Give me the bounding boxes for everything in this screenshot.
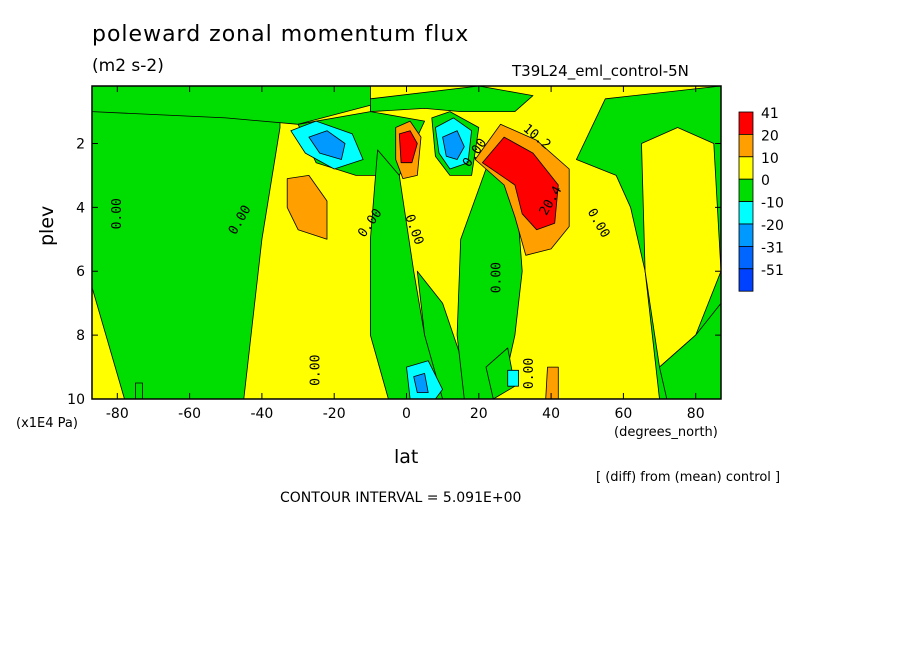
x-tick-label: 20 — [470, 406, 488, 422]
contour-region-10 — [641, 127, 721, 368]
legend-label: -20 — [761, 218, 784, 234]
x-tick-label: -20 — [323, 406, 346, 422]
contour-region-8 — [369, 86, 534, 112]
y-axis-units: (x1E4 Pa) — [16, 416, 78, 431]
y-tick-label: 10 — [67, 392, 85, 408]
legend-label: 41 — [761, 106, 779, 122]
contour-fill-regions — [92, 86, 721, 399]
contour-label-7: 0.00 — [522, 358, 537, 389]
legend-label: -10 — [761, 196, 784, 212]
contour-region-16 — [398, 130, 418, 164]
legend-swatch — [738, 223, 754, 247]
contour-region-20 — [481, 136, 559, 231]
contour-region-12 — [286, 174, 328, 240]
legend-swatch — [738, 133, 754, 158]
y-tick-label: 4 — [76, 200, 85, 216]
contour-region-24 — [545, 366, 559, 399]
y-axis-label: plev — [36, 205, 58, 246]
contour-label-2: 0.00 — [309, 355, 324, 386]
x-tick-label: 60 — [614, 406, 632, 422]
x-axis-ticks: -80 -60 -40 -20 0 20 40 60 80 — [106, 86, 705, 422]
x-tick-label: 40 — [542, 406, 560, 422]
contour-region-18 — [442, 130, 465, 160]
y-tick-label: 8 — [76, 328, 85, 344]
x-tick-label: 80 — [687, 406, 705, 422]
x-axis-label: lat — [394, 446, 419, 468]
legend-label: 0 — [761, 173, 770, 189]
contour-interval: CONTOUR INTERVAL = 5.091E+00 — [280, 490, 522, 506]
y-tick-label: 2 — [76, 136, 85, 152]
x-axis-units: (degrees_north) — [614, 425, 718, 440]
legend-swatch — [738, 245, 754, 270]
legend-label: -51 — [761, 263, 784, 279]
contour-region-25 — [134, 382, 144, 399]
contour-region-4 — [416, 270, 473, 399]
legend-label: 20 — [761, 128, 779, 144]
x-tick-label: -60 — [178, 406, 201, 422]
legend-swatch — [738, 111, 754, 135]
x-tick-label: 0 — [402, 406, 411, 422]
x-tick-label: -80 — [106, 406, 129, 422]
contour-label-0: 0.00 — [110, 198, 125, 229]
contour-region-22 — [413, 372, 429, 394]
y-tick-label: 6 — [76, 264, 85, 280]
chart-units: (m2 s-2) — [92, 56, 164, 76]
contour-region-23 — [507, 369, 519, 387]
legend-label: 10 — [761, 151, 779, 167]
legend-label: -31 — [761, 240, 784, 256]
contour-region-11 — [659, 302, 721, 399]
legend-swatch — [738, 178, 754, 202]
legend-swatch — [738, 268, 754, 292]
contour-label-5: 0.00 — [489, 262, 504, 293]
color-legend: 41 20 10 0 -10 -20 -31 -51 — [738, 106, 784, 292]
plot-area: 0.00 0.000.000.00 0.000.000.000.000.0010.2… — [92, 86, 721, 399]
chart-title: poleward zonal momentum flux — [92, 22, 470, 47]
x-tick-label: -40 — [250, 406, 273, 422]
difference-note: [ (diff) from (mean) control ] — [596, 470, 781, 485]
contour-region-14 — [308, 130, 346, 160]
run-name: T39L24_eml_control-5N — [512, 62, 689, 80]
legend-swatch — [738, 156, 754, 180]
legend-swatch — [738, 201, 754, 225]
y-axis-ticks: 2 4 6 8 10 — [67, 136, 721, 408]
